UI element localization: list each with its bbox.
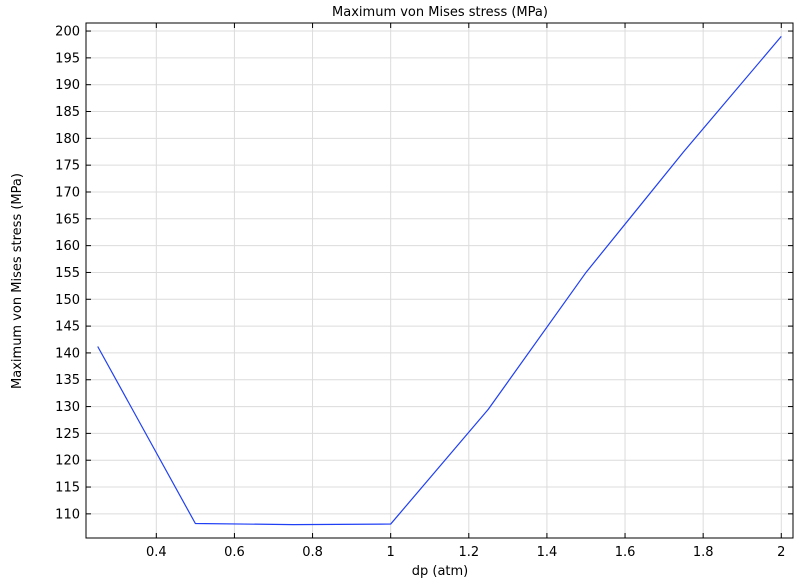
- y-tick-label: 195: [55, 51, 80, 66]
- y-tick-label: 170: [55, 185, 80, 200]
- y-axis: 110 115 120 125 130 135 140 145 150 155 160 165 170 1…: [55, 25, 793, 522]
- y-tick-label: 140: [55, 346, 80, 361]
- x-tick-label: 0.6: [224, 545, 245, 560]
- y-tick-label: 175: [55, 159, 80, 174]
- y-tick-label: 145: [55, 320, 80, 335]
- y-tick-label: 180: [55, 132, 80, 147]
- grid: [86, 23, 793, 538]
- x-tick-label: 1.8: [693, 545, 714, 560]
- x-axis-title: dp (atm): [412, 564, 469, 579]
- x-tick-label: 1.6: [615, 545, 636, 560]
- series-line: [97, 36, 782, 526]
- y-tick-label: 200: [55, 25, 80, 40]
- y-tick-label: 165: [55, 212, 80, 227]
- x-tick-label: 1: [387, 545, 395, 560]
- y-tick-label: 125: [55, 427, 80, 442]
- y-tick-label: 160: [55, 239, 80, 254]
- y-tick-label: 120: [55, 454, 80, 469]
- y-tick-label: 115: [55, 481, 80, 496]
- y-tick-label: 190: [55, 78, 80, 93]
- plot-frame: [85, 22, 794, 539]
- y-tick-label: 135: [55, 373, 80, 388]
- chart-title: Maximum von Mises stress (MPa): [332, 5, 548, 20]
- y-tick-label: 130: [55, 400, 80, 415]
- y-tick-label: 155: [55, 266, 80, 281]
- x-axis: 0.4 0.6 0.8 1 1.2 1.4 1.6 1.8 2: [146, 23, 785, 560]
- x-tick-label: 0.4: [146, 545, 167, 560]
- x-tick-label: 1.4: [537, 545, 558, 560]
- y-tick-label: 150: [55, 293, 80, 308]
- x-tick-label: 2: [777, 545, 785, 560]
- x-tick-label: 0.8: [302, 545, 323, 560]
- x-tick-label: 1.2: [458, 545, 479, 560]
- y-axis-title: Maximum von Mises stress (MPa): [10, 173, 25, 389]
- y-tick-label: 185: [55, 105, 80, 120]
- series-layer: [97, 36, 782, 526]
- y-tick-label: 110: [55, 507, 80, 522]
